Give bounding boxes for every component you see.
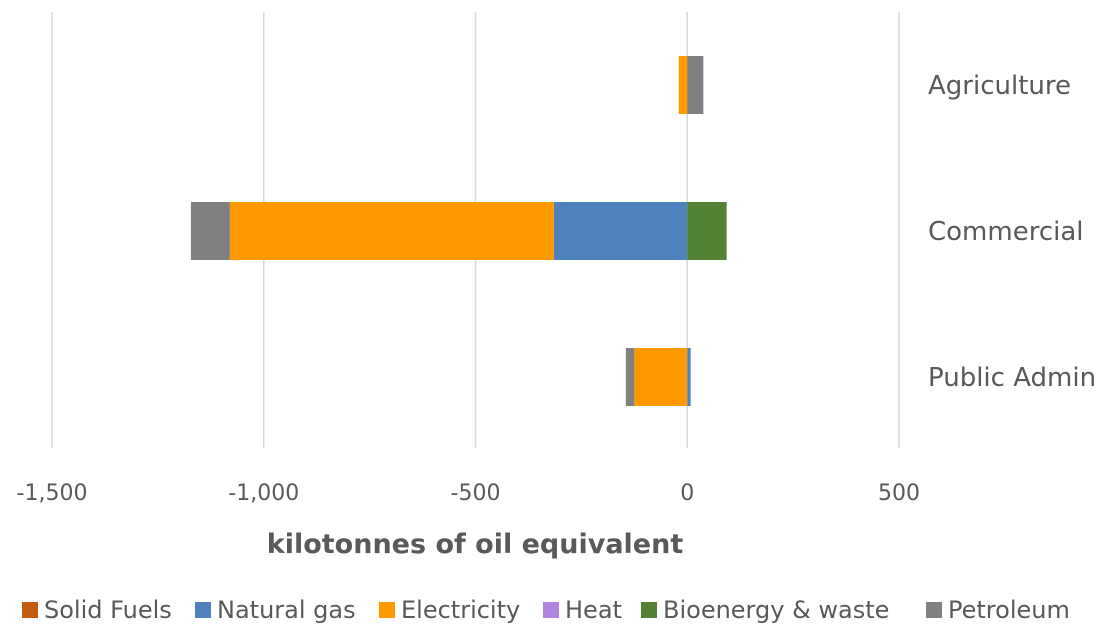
bar-segment	[190, 202, 230, 260]
legend-label: Bioenergy & waste	[663, 596, 889, 624]
bar-segment	[625, 348, 635, 406]
legend-swatch	[926, 602, 942, 618]
x-tick-label: 500	[878, 481, 920, 506]
category-label: Commercial	[928, 217, 1084, 247]
category-label: Agriculture	[928, 71, 1071, 101]
x-axis-title: kilotonnes of oil equivalent	[267, 529, 684, 560]
legend-swatch	[22, 602, 38, 618]
bar-segment	[678, 56, 688, 114]
x-tick-label: -500	[451, 481, 501, 506]
category-labels: Agriculture Commercial Public Admin	[928, 71, 1096, 393]
legend-label: Petroleum	[948, 596, 1070, 624]
legend: Solid Fuels Natural gas Electricity Heat Bio…	[22, 596, 1070, 624]
x-tick-label: -1,000	[228, 481, 299, 506]
bar-segment	[687, 348, 691, 406]
legend-label: Heat	[565, 596, 622, 624]
bar-segment	[687, 202, 727, 260]
legend-swatch	[195, 602, 211, 618]
bar-segment	[634, 348, 688, 406]
legend-swatch	[641, 602, 657, 618]
legend-swatch	[379, 602, 395, 618]
legend-label: Electricity	[401, 596, 520, 624]
bar-segment	[687, 56, 704, 114]
bars	[190, 56, 727, 406]
bar-segment	[553, 202, 688, 260]
bar-segment	[229, 202, 554, 260]
x-tick-label: 0	[680, 481, 694, 506]
legend-label: Solid Fuels	[44, 596, 172, 624]
x-tick-label: -1,500	[17, 481, 88, 506]
category-label: Public Admin	[928, 363, 1096, 393]
legend-swatch	[543, 602, 559, 618]
legend-label: Natural gas	[217, 596, 356, 624]
x-tick-labels: -1,500 -1,000 -500 0 500	[17, 481, 920, 506]
